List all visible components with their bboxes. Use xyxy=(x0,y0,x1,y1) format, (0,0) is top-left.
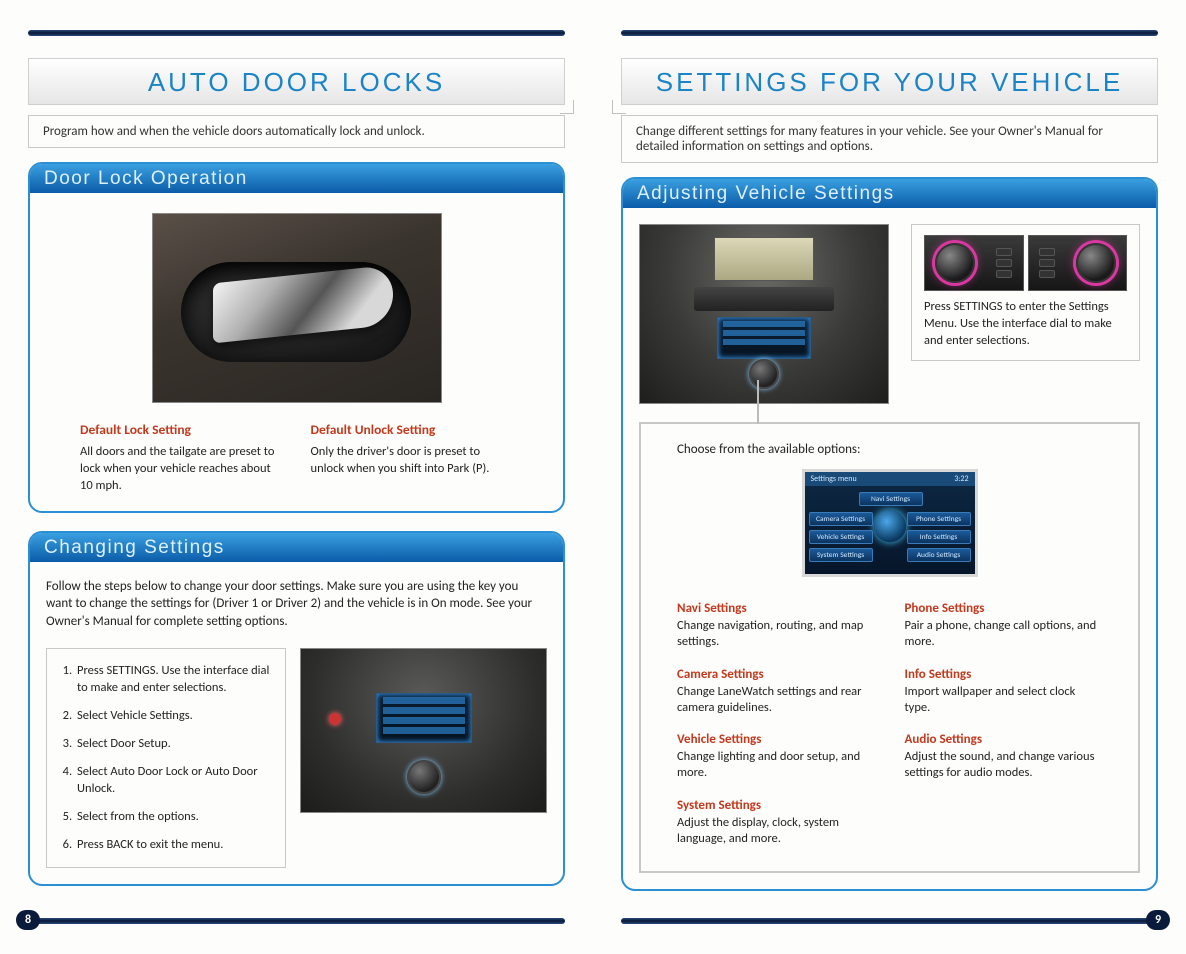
dashboard-photo-large xyxy=(639,224,889,404)
menu-item: Info Settings xyxy=(907,530,971,544)
step-item: Select Door Setup. xyxy=(75,736,275,752)
step-item: Press BACK to exit the menu. xyxy=(75,837,275,853)
settings-option-title: Phone Settings xyxy=(905,601,1103,616)
menu-title: Settings menu xyxy=(811,474,857,484)
settings-option-title: Navi Settings xyxy=(677,601,875,616)
control-panel-settings-highlight xyxy=(924,235,1024,291)
settings-dial-icon xyxy=(935,243,975,283)
settings-option-body: Adjust the sound, and change various set… xyxy=(905,749,1103,782)
page-left: AUTO DOOR LOCKS Program how and when the… xyxy=(0,0,593,954)
title-text: SETTINGS FOR YOUR VEHICLE xyxy=(656,67,1123,97)
page-number-left: 8 xyxy=(16,910,40,930)
step-item: Press SETTINGS. Use the interface dial t… xyxy=(75,663,275,696)
settings-option-body: Change LaneWatch settings and rear camer… xyxy=(677,684,875,717)
section-header: Adjusting Vehicle Settings xyxy=(623,179,1156,208)
settings-option-title: Audio Settings xyxy=(905,732,1103,747)
settings-option: Camera Settings Change LaneWatch settings… xyxy=(677,667,875,717)
intro-text: Program how and when the vehicle doors a… xyxy=(43,124,425,139)
menu-item: Navi Settings xyxy=(859,492,923,506)
section-changing-settings: Changing Settings Follow the steps below… xyxy=(28,531,565,887)
intro-box-left: Program how and when the vehicle doors a… xyxy=(28,115,565,148)
steps-box: Press SETTINGS. Use the interface dial t… xyxy=(46,648,286,868)
changing-settings-intro: Follow the steps below to change your do… xyxy=(46,578,547,631)
title-text: AUTO DOOR LOCKS xyxy=(148,67,445,97)
settings-option-body: Adjust the display, clock, system langua… xyxy=(677,815,875,848)
settings-option-title: Camera Settings xyxy=(677,667,875,682)
top-rule xyxy=(28,30,565,36)
settings-option-body: Change lighting and door setup, and more… xyxy=(677,749,875,782)
settings-option-title: Info Settings xyxy=(905,667,1103,682)
door-handle-photo xyxy=(152,213,442,403)
menu-item: System Settings xyxy=(809,548,873,562)
intro-box-right: Change different settings for many featu… xyxy=(621,115,1158,163)
default-unlock-title: Default Unlock Setting xyxy=(311,421,514,438)
settings-option-body: Pair a phone, change call options, and m… xyxy=(905,618,1103,651)
press-settings-text: Press SETTINGS to enter the Settings Men… xyxy=(924,299,1112,348)
step-item: Select from the options. xyxy=(75,809,275,825)
connector-line xyxy=(757,380,759,424)
settings-option-body: Change navigation, routing, and map sett… xyxy=(677,618,875,651)
menu-clock: 3:22 xyxy=(954,474,968,484)
menu-item: Audio Settings xyxy=(907,548,971,562)
menu-item: Camera Settings xyxy=(809,512,873,526)
control-panel-interface-highlight xyxy=(1028,235,1128,291)
settings-option: Navi Settings Change navigation, routing,… xyxy=(677,601,875,651)
section-header: Door Lock Operation xyxy=(30,164,563,193)
bottom-rule xyxy=(621,918,1158,924)
choose-text: Choose from the available options: xyxy=(677,442,1102,457)
step-item: Select Auto Door Lock or Auto Door Unloc… xyxy=(75,764,275,797)
default-lock-column: Default Lock Setting All doors and the t… xyxy=(80,421,283,495)
top-rule xyxy=(621,30,1158,36)
settings-option-title: Vehicle Settings xyxy=(677,732,875,747)
dashboard-photo-small xyxy=(300,648,547,813)
page-number-right: 9 xyxy=(1146,910,1170,930)
section-door-lock-operation: Door Lock Operation Default Lock Setting… xyxy=(28,162,565,513)
step-item: Select Vehicle Settings. xyxy=(75,708,275,724)
bottom-rule xyxy=(28,918,565,924)
default-lock-body: All doors and the tailgate are preset to… xyxy=(80,444,283,495)
section-adjusting-vehicle-settings: Adjusting Vehicle Settings xyxy=(621,177,1158,891)
default-unlock-column: Default Unlock Setting Only the driver's… xyxy=(311,421,514,495)
page-right: SETTINGS FOR YOUR VEHICLE Change differe… xyxy=(593,0,1186,954)
menu-item: Vehicle Settings xyxy=(809,530,873,544)
page-title-right: SETTINGS FOR YOUR VEHICLE xyxy=(621,58,1158,105)
settings-option-title: System Settings xyxy=(677,798,875,813)
settings-option: Vehicle Settings Change lighting and door… xyxy=(677,732,875,782)
settings-option-body: Import wallpaper and select clock type. xyxy=(905,684,1103,717)
interface-dial-icon xyxy=(1076,243,1116,283)
intro-text: Change different settings for many featu… xyxy=(636,124,1103,154)
options-panel: Choose from the available options: Setti… xyxy=(639,422,1140,873)
press-settings-box: Press SETTINGS to enter the Settings Men… xyxy=(911,224,1140,361)
default-lock-title: Default Lock Setting xyxy=(80,421,283,438)
settings-menu-screenshot: Settings menu 3:22 Navi Settings Camera … xyxy=(802,469,978,577)
settings-option: Info Settings Import wallpaper and select… xyxy=(905,667,1103,717)
settings-option: Phone Settings Pair a phone, change call … xyxy=(905,601,1103,651)
settings-option: System Settings Adjust the display, clock… xyxy=(677,798,875,848)
settings-option: Audio Settings Adjust the sound, and chan… xyxy=(905,732,1103,782)
default-unlock-body: Only the driver's door is preset to unlo… xyxy=(311,444,514,478)
section-header: Changing Settings xyxy=(30,533,563,562)
menu-item: Phone Settings xyxy=(907,512,971,526)
page-title-left: AUTO DOOR LOCKS xyxy=(28,58,565,105)
